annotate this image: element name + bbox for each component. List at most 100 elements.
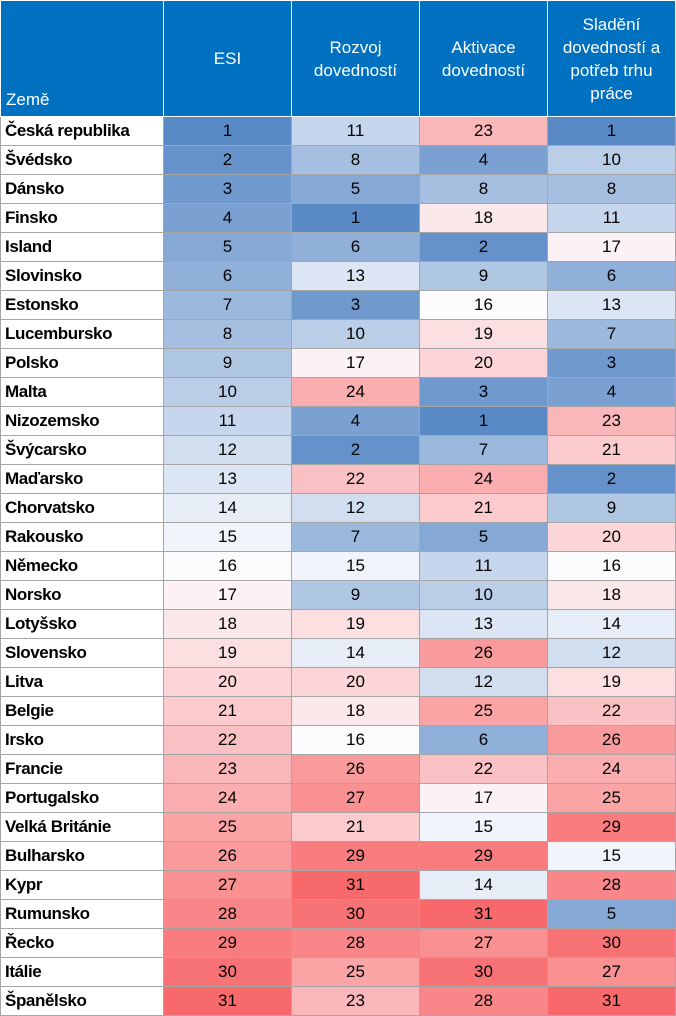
country-cell: Švýcarsko [0, 435, 164, 465]
table-row: Švýcarsko 12 2 7 21 [0, 435, 676, 465]
country-cell: Francie [0, 754, 164, 784]
table-row: Lucembursko 8 10 19 7 [0, 319, 676, 349]
rank-cell-skills-activation: 16 [419, 290, 548, 320]
rank-cell-skills-activation: 22 [419, 754, 548, 784]
rank-cell-skills-activation: 26 [419, 638, 548, 668]
rank-cell-skills-development: 31 [291, 870, 420, 900]
rank-cell-skills-activation: 2 [419, 232, 548, 262]
rank-cell-skills-development: 21 [291, 812, 420, 842]
rank-cell-skills-matching: 14 [547, 609, 676, 639]
country-cell: Norsko [0, 580, 164, 610]
rank-cell-skills-matching: 6 [547, 261, 676, 291]
rank-cell-skills-development: 10 [291, 319, 420, 349]
rank-cell-skills-development: 5 [291, 174, 420, 204]
rank-cell-skills-activation: 21 [419, 493, 548, 523]
table-row: Německo 16 15 11 16 [0, 551, 676, 581]
rank-cell-skills-development: 2 [291, 435, 420, 465]
country-cell: Chorvatsko [0, 493, 164, 523]
rank-cell-skills-activation: 12 [419, 667, 548, 697]
rank-cell-esi: 8 [163, 319, 292, 349]
table-row: Irsko 22 16 6 26 [0, 725, 676, 755]
country-cell: Litva [0, 667, 164, 697]
rank-cell-skills-activation: 19 [419, 319, 548, 349]
table-row: Maďarsko 13 22 24 2 [0, 464, 676, 494]
rank-cell-skills-development: 18 [291, 696, 420, 726]
table-row: Malta 10 24 3 4 [0, 377, 676, 407]
rank-cell-skills-development: 20 [291, 667, 420, 697]
rank-cell-esi: 25 [163, 812, 292, 842]
table-row: Nizozemsko 11 4 1 23 [0, 406, 676, 436]
rank-cell-esi: 12 [163, 435, 292, 465]
rank-cell-skills-activation: 20 [419, 348, 548, 378]
country-cell: Finsko [0, 203, 164, 233]
rank-cell-skills-matching: 29 [547, 812, 676, 842]
rank-cell-skills-matching: 11 [547, 203, 676, 233]
rank-cell-skills-matching: 21 [547, 435, 676, 465]
rank-cell-skills-matching: 27 [547, 957, 676, 987]
rank-cell-skills-activation: 7 [419, 435, 548, 465]
rank-cell-skills-matching: 4 [547, 377, 676, 407]
rank-cell-skills-matching: 5 [547, 899, 676, 929]
rank-cell-esi: 1 [163, 116, 292, 146]
rank-cell-skills-activation: 24 [419, 464, 548, 494]
table-row: Kypr 27 31 14 28 [0, 870, 676, 900]
rank-cell-esi: 23 [163, 754, 292, 784]
country-cell: Slovinsko [0, 261, 164, 291]
table-row: Polsko 9 17 20 3 [0, 348, 676, 378]
rank-cell-skills-matching: 9 [547, 493, 676, 523]
rank-cell-skills-matching: 20 [547, 522, 676, 552]
table-row: Itálie 30 25 30 27 [0, 957, 676, 987]
rank-cell-esi: 29 [163, 928, 292, 958]
rank-cell-skills-development: 29 [291, 841, 420, 871]
rank-cell-esi: 15 [163, 522, 292, 552]
country-cell: Španělsko [0, 986, 164, 1016]
rank-cell-esi: 19 [163, 638, 292, 668]
country-cell: Nizozemsko [0, 406, 164, 436]
rank-cell-skills-development: 6 [291, 232, 420, 262]
rank-cell-esi: 30 [163, 957, 292, 987]
table-row: Španělsko 31 23 28 31 [0, 986, 676, 1016]
table-row: Bulharsko 26 29 29 15 [0, 841, 676, 871]
rank-cell-skills-matching: 19 [547, 667, 676, 697]
rank-cell-esi: 31 [163, 986, 292, 1016]
rank-cell-skills-development: 16 [291, 725, 420, 755]
rank-cell-skills-development: 27 [291, 783, 420, 813]
country-cell: Portugalsko [0, 783, 164, 813]
header-row: Země ESI Rozvoj dovedností Aktivace dove… [0, 0, 676, 117]
rank-cell-skills-development: 11 [291, 116, 420, 146]
rank-cell-esi: 27 [163, 870, 292, 900]
rank-cell-esi: 17 [163, 580, 292, 610]
rank-cell-esi: 16 [163, 551, 292, 581]
rank-cell-skills-activation: 30 [419, 957, 548, 987]
rank-cell-skills-activation: 6 [419, 725, 548, 755]
table-row: Slovensko 19 14 26 12 [0, 638, 676, 668]
rank-cell-skills-development: 28 [291, 928, 420, 958]
country-cell: Řecko [0, 928, 164, 958]
rank-cell-esi: 3 [163, 174, 292, 204]
rank-cell-esi: 26 [163, 841, 292, 871]
country-cell: Maďarsko [0, 464, 164, 494]
rank-cell-skills-matching: 7 [547, 319, 676, 349]
country-cell: Estonsko [0, 290, 164, 320]
rank-cell-esi: 9 [163, 348, 292, 378]
table-row: Švédsko 2 8 4 10 [0, 145, 676, 175]
rank-cell-skills-matching: 23 [547, 406, 676, 436]
table-row: Česká republika 1 11 23 1 [0, 116, 676, 146]
table-row: Rakousko 15 7 5 20 [0, 522, 676, 552]
country-cell: Malta [0, 377, 164, 407]
column-header-skills-matching: Sladění dovedností a potřeb trhu práce [547, 0, 676, 117]
rank-cell-esi: 13 [163, 464, 292, 494]
rank-cell-skills-matching: 1 [547, 116, 676, 146]
rank-cell-skills-activation: 31 [419, 899, 548, 929]
rank-cell-skills-activation: 11 [419, 551, 548, 581]
rank-cell-skills-activation: 27 [419, 928, 548, 958]
rank-cell-skills-activation: 3 [419, 377, 548, 407]
table-row: Estonsko 7 3 16 13 [0, 290, 676, 320]
rank-cell-skills-matching: 25 [547, 783, 676, 813]
rank-cell-skills-matching: 22 [547, 696, 676, 726]
rank-cell-skills-activation: 25 [419, 696, 548, 726]
table-row: Portugalsko 24 27 17 25 [0, 783, 676, 813]
table-row: Velká Británie 25 21 15 29 [0, 812, 676, 842]
rank-cell-skills-matching: 3 [547, 348, 676, 378]
